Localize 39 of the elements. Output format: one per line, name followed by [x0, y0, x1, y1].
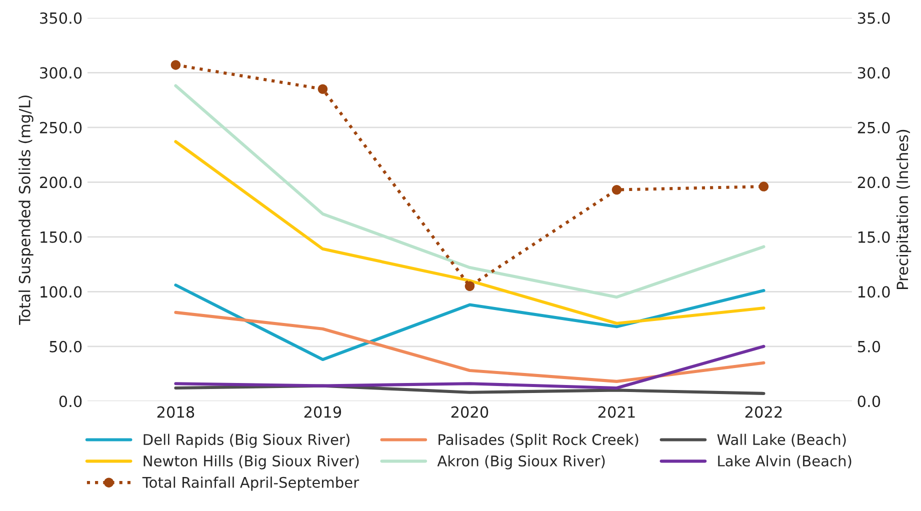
- y2-tick-label: 5.0: [858, 340, 880, 352]
- y2-axis-title: Precipitation (Inches): [896, 130, 912, 289]
- x-tick-label: 2022: [745, 406, 782, 418]
- y2-tick-label: 0.0: [858, 396, 880, 408]
- y-tick-label: 0.0: [59, 396, 82, 408]
- y-tick-label: 350.0: [40, 12, 82, 24]
- x-tick-label: 2021: [598, 406, 635, 418]
- legend-label: Akron (Big Sioux River): [437, 455, 605, 470]
- legend-label: Palisades (Split Rock Creek): [438, 434, 638, 448]
- x-tick-label: 2018: [157, 406, 194, 418]
- legend-label: Lake Alvin (Beach): [718, 455, 852, 468]
- y-tick-label: 100.0: [40, 286, 82, 298]
- legend-label: Newton Hills (Big Sioux River): [144, 455, 359, 470]
- y2-tick-label: 10.0: [858, 286, 890, 298]
- y-tick-label: 250.0: [40, 122, 82, 134]
- y-tick-label: 150.0: [40, 231, 82, 243]
- y2-tick-label: 15.0: [858, 231, 890, 243]
- y-tick-label: 200.0: [40, 176, 82, 188]
- x-tick-label: 2019: [304, 406, 342, 418]
- point: [170, 60, 181, 70]
- y2-tick-label: 25.0: [858, 122, 890, 134]
- line-series: [174, 140, 766, 325]
- legend-label: Wall Lake (Beach): [717, 434, 846, 447]
- point: [612, 184, 622, 195]
- x-tick-label: 2020: [451, 406, 488, 418]
- legend-label: Total Rainfall April-September: [142, 476, 360, 491]
- y2-tick-label: 35.0: [858, 12, 890, 24]
- y-tick-label: 50.0: [50, 340, 82, 352]
- line-series: [174, 310, 766, 383]
- legend-label: Dell Rapids (Big Sioux River): [144, 434, 350, 448]
- line-series: [174, 284, 766, 362]
- y2-tick-label: 30.0: [858, 67, 890, 79]
- point: [318, 84, 328, 94]
- y-axis-title: Total Suspended Solids (mg/L): [18, 96, 34, 325]
- y2-tick-label: 20.0: [858, 176, 890, 188]
- point: [464, 281, 475, 292]
- point: [758, 182, 769, 192]
- y-tick-label: 300.0: [40, 67, 82, 79]
- line-series: [174, 344, 766, 390]
